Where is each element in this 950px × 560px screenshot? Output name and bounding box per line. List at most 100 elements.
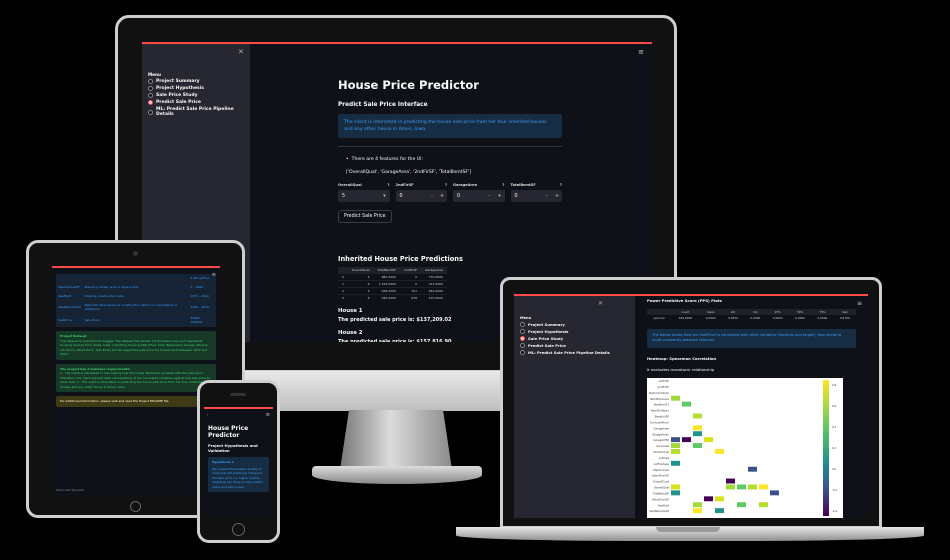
plus-icon[interactable]: + (439, 193, 445, 199)
hamburger-menu-icon[interactable]: ≡ (211, 272, 216, 278)
radio-icon[interactable] (520, 336, 525, 341)
nav-item[interactable]: Project Hypothesis (148, 86, 250, 91)
nav-item[interactable]: ML: Predict Sale Price Pipeline Details (148, 107, 250, 117)
heatmap-cell (693, 507, 702, 513)
table-cell: 470.0000 (421, 294, 447, 302)
hamburger-menu-icon[interactable]: ≡ (638, 48, 644, 56)
table-cell: 882.0000 (373, 273, 400, 281)
heatmap-row-label: KitchenQual (653, 450, 669, 454)
radio-icon[interactable] (520, 343, 525, 348)
table-row: ppscore 462.0000 0.0500 0.0870 0.0000 0.0000 0… (647, 315, 856, 321)
label-text: GarageArea (453, 183, 477, 188)
colorbar-tick: -0.4 (832, 509, 837, 513)
expand-sidebar-icon[interactable]: › (207, 412, 209, 417)
close-sidebar-icon[interactable]: ✕ (598, 300, 604, 307)
minus-icon[interactable]: - (431, 193, 433, 199)
table-cell: 6 (347, 294, 374, 302)
table-cell: 0 (399, 280, 422, 288)
radio-icon[interactable] (520, 322, 525, 327)
laptop-notch (656, 527, 720, 532)
phone: › ≡ House Price Predictor Project Hypoth… (197, 380, 280, 543)
radio-icon[interactable] (520, 329, 525, 334)
help-icon[interactable]: ? (559, 183, 562, 188)
nav-menu: Menu Project Summary Project Hypothesis Sa… (142, 44, 250, 117)
dataset-text: The dataset is sourced from Kaggle. The … (60, 338, 209, 357)
heatmap-cell (682, 401, 691, 407)
nav-item[interactable]: ML: Predict Sale Price Pipeline Details (520, 350, 635, 355)
table-cell: 1872 - 2010 (188, 291, 216, 301)
heatmap-cell (748, 484, 757, 490)
label-text: OverallQual (338, 183, 362, 188)
number-input[interactable]: 0 - + (510, 190, 562, 203)
monitor-stand (340, 410, 452, 470)
camera-icon (133, 251, 138, 256)
heatmap-title: Heatmap: Spearman Correlation (647, 355, 717, 361)
radio-icon[interactable] (148, 79, 153, 84)
nav-item-label: Project Summary (156, 79, 200, 84)
nav-item[interactable]: Predict Sale Price (148, 100, 250, 105)
table-cell: YearRemodAdd (56, 300, 83, 314)
inherited-heading: Inherited House Price Predictions (338, 255, 463, 264)
hamburger-menu-icon[interactable]: ≡ (265, 412, 270, 418)
inherited-table: OverallQual TotalBsmtSF 2ndFlrSF GarageArea… (338, 267, 447, 302)
hamburger-menu-icon[interactable]: ≡ (856, 300, 862, 307)
nav-item[interactable]: Sale Price Study (520, 336, 635, 341)
predict-sale-price-button[interactable]: Predict Sale Price (338, 210, 392, 224)
laptop: ✕ Menu Project Summary Project Hypothesis… (500, 277, 882, 529)
table-cell: 701 (399, 287, 422, 295)
colorbar-tick: 0.2 (832, 446, 836, 450)
plus-icon[interactable]: + (497, 193, 502, 199)
quality-select[interactable]: 5 ▾ (338, 190, 390, 203)
requirements-text: 1 - The client is interested in discover… (60, 371, 211, 389)
plus-icon[interactable]: + (554, 193, 560, 199)
hypothesis-box: Hypothesis 1 We suspect that better qual… (208, 457, 269, 492)
chevron-down-icon[interactable]: ▾ (383, 193, 386, 199)
nav-item[interactable]: Project Hypothesis (520, 329, 635, 334)
home-button[interactable] (130, 501, 141, 512)
feature-input-label: TotalBsmtSF? (511, 183, 563, 187)
column-header: 2ndFlrSF (399, 267, 422, 274)
radio-icon[interactable] (148, 100, 153, 105)
radio-icon[interactable] (148, 93, 153, 98)
column-header: 25% (766, 309, 789, 315)
column-header: count (671, 309, 700, 315)
column-header: mean (699, 309, 722, 315)
table-cell: Masonry veneer area in square feet (82, 282, 189, 292)
radio-icon[interactable] (520, 350, 525, 355)
heatmap-cell (671, 460, 680, 466)
speaker-icon (230, 393, 246, 396)
number-input[interactable]: 0 - + (395, 190, 447, 203)
help-icon[interactable]: ? (387, 183, 390, 188)
heatmap-cell (693, 431, 702, 436)
close-sidebar-icon[interactable]: ✕ (238, 48, 244, 56)
number-input[interactable]: 0 - + (453, 190, 505, 203)
heatmap-cell (704, 436, 713, 442)
sidebar: ✕ Menu Project Summary Project Hypothesis… (514, 296, 635, 518)
page-subtitle: Project Hypothesis and Validation (208, 443, 258, 453)
features-bullet: • There are 4 features for the UI: (346, 157, 424, 163)
nav-item[interactable]: Sale Price Study (148, 93, 250, 98)
table-cell: SalePrice (56, 313, 83, 327)
nav-item-label: Predict Sale Price (528, 343, 566, 348)
help-icon[interactable]: ? (502, 183, 505, 188)
table-cell: Original construction date (82, 291, 189, 301)
minus-icon[interactable]: - (546, 193, 548, 199)
nav-item-label: ML: Predict Sale Price Pipeline Details (156, 107, 234, 117)
nav-item-label: Project Summary (528, 322, 565, 327)
minus-icon[interactable]: - (488, 193, 491, 199)
heatmap-cell (693, 413, 702, 419)
table-cell: YearBuilt (56, 291, 83, 301)
heatmap-row-label: LotFrontage (654, 462, 670, 466)
nav-item[interactable]: Predict Sale Price (520, 343, 635, 348)
nav-item[interactable]: Project Summary (520, 322, 635, 327)
table-cell: 1 Story/Floor (188, 274, 216, 283)
help-icon[interactable]: ? (444, 183, 447, 188)
radio-icon[interactable] (148, 109, 153, 115)
table-cell: 0.0000 (750, 316, 761, 320)
home-button[interactable] (232, 523, 245, 536)
nav-item[interactable]: Project Summary (148, 79, 250, 84)
colorbar-tick: 0.4 (832, 425, 836, 429)
radio-icon[interactable] (148, 86, 153, 91)
heatmap-row-label: WoodDeckSF (652, 497, 669, 501)
